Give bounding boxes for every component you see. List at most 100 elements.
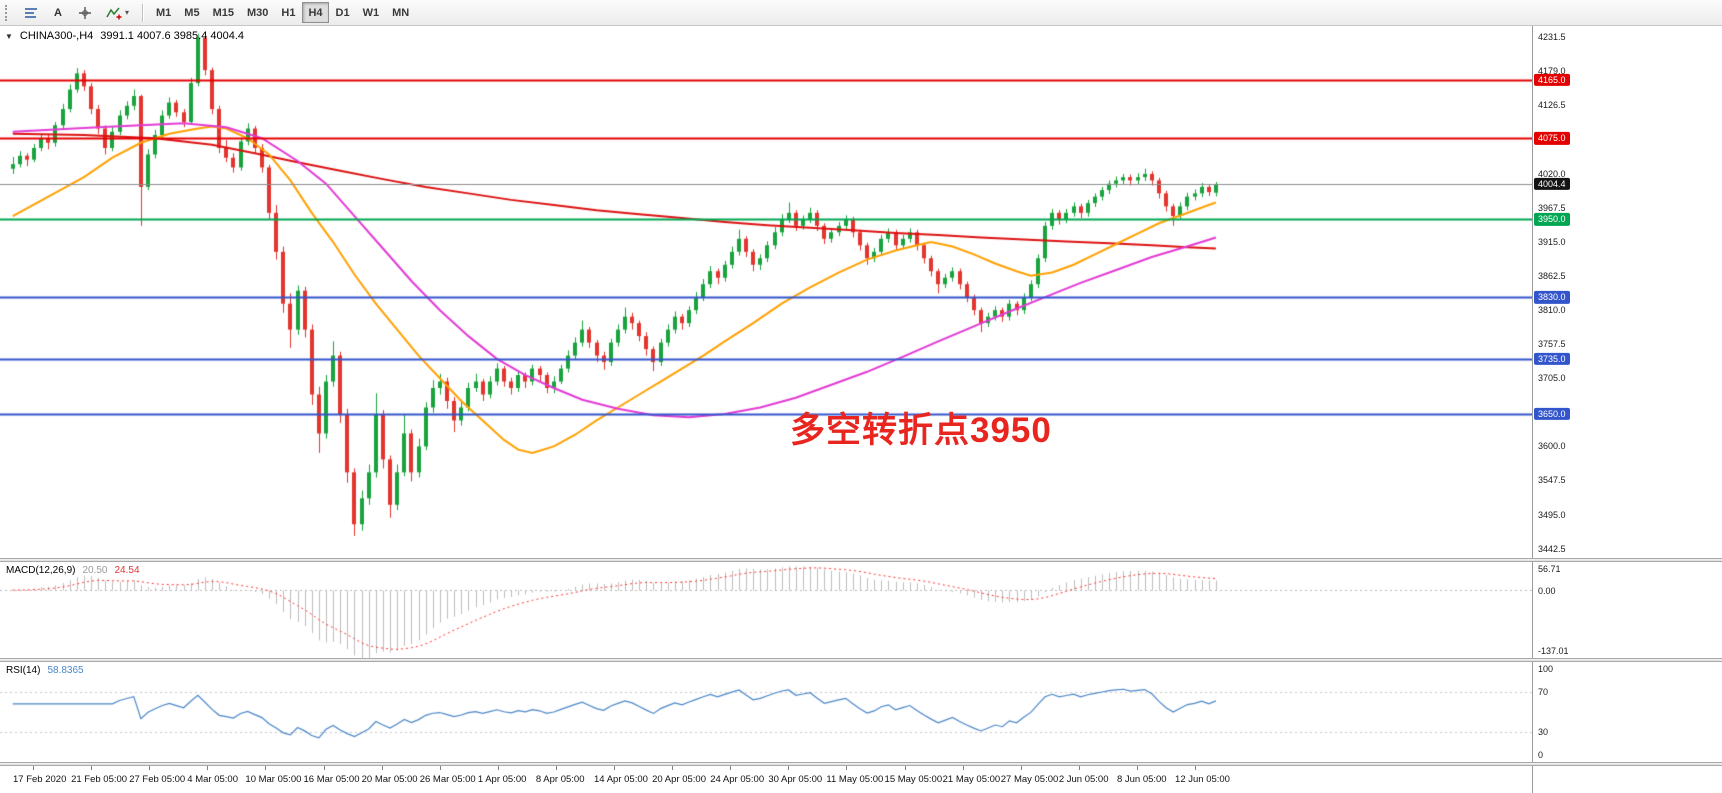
dropdown-caret-icon: ▾ [125, 8, 130, 17]
rsi-label-text: RSI(14) [6, 665, 41, 676]
time-tick [1136, 766, 1138, 770]
date-label: 16 Mar 05:00 [303, 774, 360, 785]
macd-panel: MACD(12,26,9) 20.50 24.54 56.71 0.00 -137.… [0, 562, 1722, 658]
date-label: 2 Jun 05:00 [1058, 774, 1109, 785]
date-label: 1 Apr 05:00 [477, 774, 527, 785]
date-label: 8 Jun 05:00 [1116, 774, 1167, 785]
price-tick: 3495.0 [1538, 509, 1566, 520]
time-tick [1195, 766, 1197, 770]
date-label: 15 May 05:00 [884, 774, 943, 785]
date-label: 8 Apr 05:00 [535, 774, 585, 785]
price-tag: 3650.0 [1534, 407, 1570, 421]
date-label: 21 May 05:00 [942, 774, 1001, 785]
time-tick [439, 766, 441, 770]
price-tag: 3950.0 [1534, 213, 1570, 226]
rsi-canvas[interactable] [0, 662, 1532, 762]
time-tick [91, 766, 93, 770]
main-chart-canvas[interactable] [0, 26, 1532, 558]
timeframe-button-m30[interactable]: M30 [241, 2, 274, 23]
toolbar-separator [142, 3, 144, 22]
date-label: 4 Mar 05:00 [187, 774, 238, 785]
chart-list-icon[interactable] [18, 2, 44, 23]
time-axis[interactable]: 17 Feb 2020 21 Feb 05:00 27 Feb 05:00 4 Mar… [0, 766, 1722, 793]
ohlc-values: 3991.1 4007.6 3985.4 4004.4 [100, 30, 245, 42]
price-tick: 3705.0 [1538, 373, 1566, 384]
macd-signal-value: 24.54 [114, 565, 140, 576]
price-tag: 4165.0 [1534, 73, 1570, 87]
panel-splitter[interactable] [0, 762, 1722, 766]
timeframe-button-h1[interactable]: H1 [275, 2, 301, 23]
date-label: 11 May 05:00 [826, 774, 884, 785]
price-tag: 3830.0 [1534, 291, 1570, 304]
text-tool-icon[interactable]: A [46, 2, 70, 23]
price-tick: 3547.5 [1538, 475, 1566, 486]
indicator-zigzag-icon [106, 7, 122, 19]
price-tick: 3600.0 [1538, 441, 1566, 452]
date-label: 21 Feb 05:00 [71, 774, 128, 785]
price-axis[interactable]: 4231.5 4179.0 4126.5 4020.0 3967.5 3915.0 3862… [1532, 26, 1722, 558]
symbol-timeframe-label: CHINA300-,H4 [19, 30, 94, 42]
time-tick [33, 766, 34, 770]
price-tick: 4231.5 [1538, 31, 1566, 42]
rsi-panel: RSI(14) 58.8365 100 70 30 0 [0, 662, 1722, 762]
time-tick [497, 766, 499, 770]
timeframe-button-m1[interactable]: M1 [150, 2, 177, 23]
toolbar-drag-handle[interactable] [5, 4, 11, 21]
time-tick [962, 766, 964, 770]
macd-main-value: 20.50 [82, 565, 108, 576]
price-tag: 4075.0 [1534, 132, 1570, 145]
time-tick [381, 766, 383, 770]
time-tick [730, 766, 732, 770]
macd-axis-zero: 0.00 [1538, 585, 1556, 596]
date-label: 12 Jun 05:00 [1175, 774, 1230, 785]
price-tick: 3967.5 [1538, 202, 1566, 213]
panel-splitter[interactable] [0, 658, 1722, 662]
text-tool-glyph: A [54, 6, 62, 19]
timeframe-button-h4[interactable]: H4 [302, 2, 329, 23]
main-chart-panel: ▼ CHINA300-,H4 3991.1 4007.6 3985.4 4004… [0, 26, 1722, 558]
timeframe-button-mn[interactable]: MN [386, 2, 415, 23]
bars-icon [25, 7, 37, 18]
date-label: 26 Mar 05:00 [419, 774, 476, 785]
rsi-axis-label: 70 [1538, 687, 1549, 697]
time-tick [1078, 766, 1080, 770]
time-tick [555, 766, 557, 770]
timeframe-button-m15[interactable]: M15 [207, 2, 240, 23]
price-tick: 3915.0 [1538, 237, 1566, 248]
macd-axis-max: 56.71 [1538, 564, 1561, 574]
crosshair-glyph-icon [79, 6, 91, 19]
panel-splitter[interactable] [0, 558, 1722, 562]
price-tag: 3735.0 [1534, 352, 1570, 365]
time-tick [788, 766, 790, 770]
time-tick [265, 766, 267, 770]
time-tick [323, 766, 325, 770]
time-tick [672, 766, 674, 770]
current-price-tag: 4004.4 [1534, 177, 1570, 191]
price-tick: 3442.5 [1538, 543, 1566, 554]
price-tick: 3757.5 [1538, 339, 1566, 350]
rsi-axis-label: 0 [1538, 750, 1544, 760]
indicators-icon[interactable]: ▾ [100, 2, 135, 23]
crosshair-icon[interactable] [72, 2, 98, 23]
date-label: 20 Apr 05:00 [652, 774, 706, 785]
price-tick: 4179.0 [1538, 65, 1566, 76]
toolbar: A ▾ M1 M5 M15 M30 H1 H4 D1 W1 MN [0, 0, 1722, 26]
price-tick: 4126.5 [1538, 99, 1566, 110]
macd-canvas[interactable] [0, 562, 1532, 658]
price-tick: 4020.0 [1538, 168, 1566, 179]
chart-annotation-text[interactable]: 多空转折点3950 [790, 411, 1052, 450]
rsi-value: 58.8365 [47, 665, 84, 676]
timeframe-button-w1[interactable]: W1 [357, 2, 386, 23]
macd-axis-min: -137.01 [1538, 646, 1569, 656]
rsi-axis-label: 100 [1538, 664, 1554, 674]
time-tick [207, 766, 209, 770]
ohlc-info-bar[interactable]: ▼ CHINA300-,H4 3991.1 4007.6 3985.4 4004… [5, 30, 244, 42]
date-label: 14 Apr 05:00 [594, 774, 648, 785]
date-label: 24 Apr 05:00 [710, 774, 765, 785]
date-label: 27 May 05:00 [1000, 774, 1059, 785]
timeframe-button-m5[interactable]: M5 [178, 2, 205, 23]
timeframe-button-d1[interactable]: D1 [330, 2, 356, 23]
date-label: 17 Feb 2020 [13, 774, 67, 785]
time-tick [614, 766, 616, 770]
timeframe-button-group: M1 M5 M15 M30 H1 H4 D1 W1 MN [150, 2, 415, 23]
